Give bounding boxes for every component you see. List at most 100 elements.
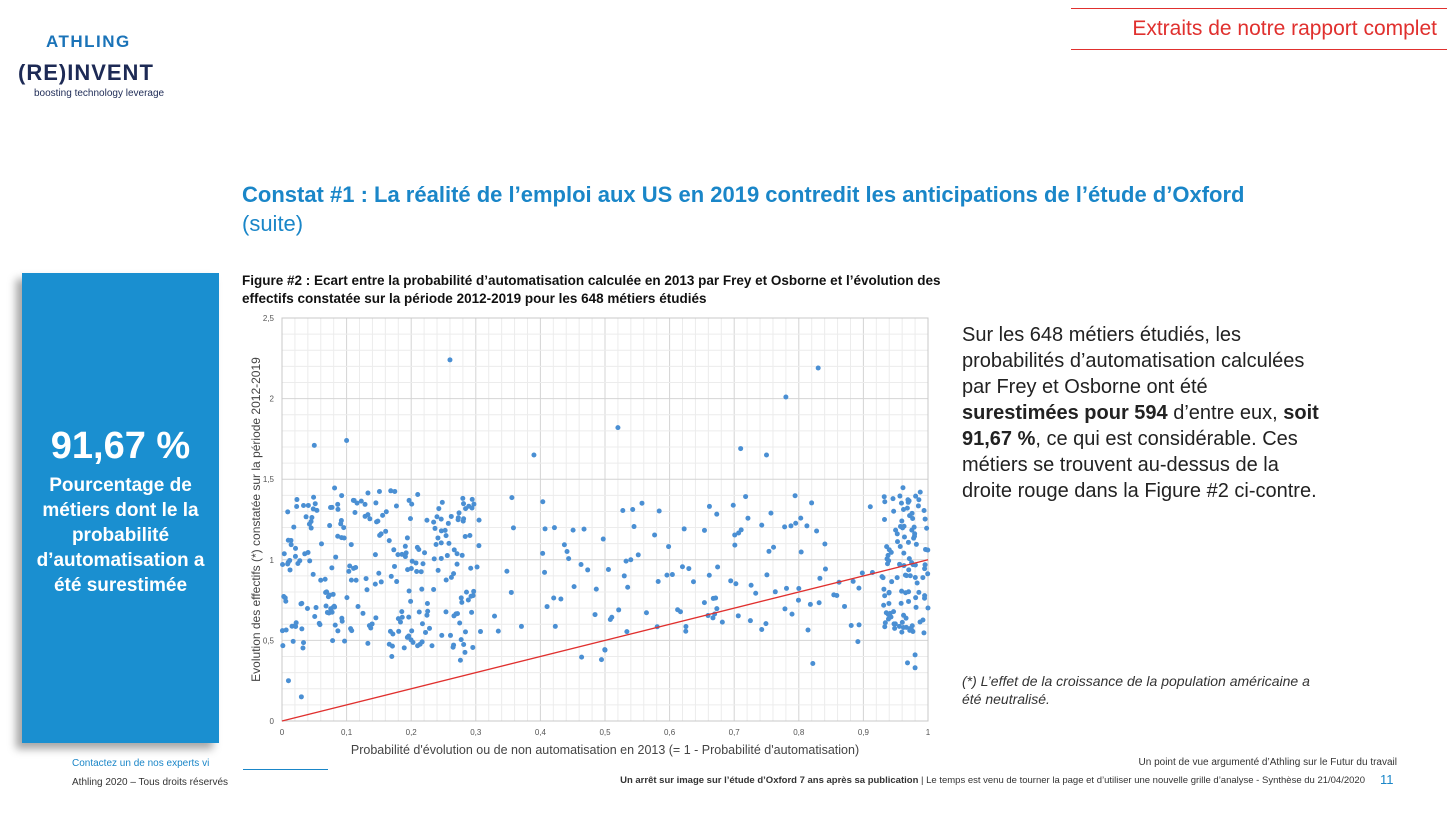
scatter-point [882, 624, 888, 630]
scatter-point [600, 536, 606, 542]
scatter-point [476, 543, 482, 549]
scatter-point [401, 645, 407, 651]
scatter-point [558, 596, 564, 602]
scatter-point [643, 610, 649, 616]
title-main: Constat #1 : La réalité de l’emploi aux … [242, 182, 1245, 207]
scatter-point [462, 629, 468, 635]
scatter-point [297, 558, 303, 564]
scatter-point [551, 595, 557, 601]
footer-tagline: Un point de vue argumenté d’Athling sur … [1138, 757, 1397, 768]
scatter-point [451, 547, 457, 553]
report-link[interactable]: Extraits de notre rapport complet [1071, 8, 1447, 50]
scatter-point [891, 621, 897, 627]
scatter-point [814, 528, 820, 534]
scatter-point [764, 452, 769, 458]
scatter-point [510, 525, 516, 531]
scatter-point [415, 492, 421, 498]
scatter-point [743, 494, 749, 500]
scatter-point [362, 501, 368, 507]
scatter-point [783, 394, 789, 400]
scatter-point [508, 589, 514, 595]
kpi-box: 91,67 % Pourcentage de métiers dont le l… [22, 273, 219, 743]
scatter-point [469, 609, 475, 615]
x-tick-label: 0,5 [599, 728, 611, 737]
scatter-point [354, 500, 360, 506]
scatter-point [656, 508, 662, 514]
scatter-point [419, 586, 425, 592]
scatter-point [423, 629, 429, 635]
scatter-point [332, 485, 338, 491]
scatter-point [435, 535, 441, 541]
scatter-point [925, 547, 931, 553]
scatter-point [311, 494, 317, 500]
scatter-point [406, 588, 412, 594]
scatter-point [881, 602, 887, 608]
scatter-point [581, 526, 587, 532]
scatter-point [323, 590, 329, 596]
scatter-point [414, 568, 420, 574]
scatter-point [419, 621, 425, 627]
scatter-point [925, 571, 931, 577]
scatter-point [883, 610, 889, 616]
scatter-point [378, 531, 384, 537]
scatter-point [911, 524, 917, 530]
scatter-point [312, 614, 318, 620]
scatter-point [815, 365, 821, 371]
scatter-point [809, 500, 815, 506]
scatter-point [304, 605, 310, 611]
scatter-point [420, 561, 426, 567]
scatter-point [898, 600, 904, 606]
contact-underline [243, 769, 328, 770]
x-tick-label: 1 [926, 728, 931, 737]
scatter-point [913, 493, 919, 499]
scatter-point [322, 576, 328, 582]
scatter-point [733, 581, 739, 587]
x-tick-label: 0,1 [341, 728, 353, 737]
x-tick-label: 0,4 [535, 728, 547, 737]
scatter-point [455, 515, 461, 521]
y-tick-label: 0 [270, 717, 275, 726]
scatter-point [292, 553, 298, 559]
scatter-point [615, 425, 621, 431]
footer-bold: Un arrêt sur image sur l’étude d’Oxford … [620, 775, 919, 786]
scatter-point [616, 607, 622, 613]
scatter-point [540, 499, 546, 505]
x-tick-label: 0,6 [664, 728, 676, 737]
scatter-point [456, 510, 462, 516]
scatter-point [907, 627, 913, 633]
scatter-point [313, 605, 319, 611]
scatter-point [856, 622, 862, 628]
scatter-point [901, 550, 907, 556]
scatter-point [890, 496, 896, 502]
scatter-point [408, 637, 414, 643]
scatter-point [279, 628, 285, 634]
scatter-point [308, 525, 314, 531]
scatter-point [386, 538, 392, 544]
scatter-point [906, 598, 912, 604]
scatter-point [804, 523, 810, 529]
scatter-point [427, 625, 433, 631]
x-tick-label: 0,7 [729, 728, 741, 737]
x-tick-label: 0,2 [406, 728, 418, 737]
contact-link[interactable]: Contactez un de nos experts vi [72, 758, 210, 769]
scatter-point [329, 565, 335, 571]
scatter-point [664, 572, 670, 578]
scatter-point [438, 516, 444, 522]
scatter-point [303, 514, 309, 520]
page-number: 11 [1380, 772, 1394, 787]
scatter-point [323, 603, 329, 609]
scatter-point [474, 564, 480, 570]
scatter-point [418, 569, 424, 575]
x-axis-label: Probabilité d'évolution ou de non automa… [351, 743, 859, 757]
scatter-point [894, 531, 900, 537]
scatter-point [714, 606, 720, 612]
scatter-point [365, 512, 371, 518]
scatter-point [893, 527, 899, 533]
scatter-point [822, 541, 828, 547]
x-tick-label: 0,9 [858, 728, 870, 737]
scatter-point [333, 554, 339, 560]
scatter-point [383, 528, 389, 534]
scatter-point [374, 519, 380, 525]
scatter-point [898, 523, 904, 529]
scatter-point [416, 609, 422, 615]
